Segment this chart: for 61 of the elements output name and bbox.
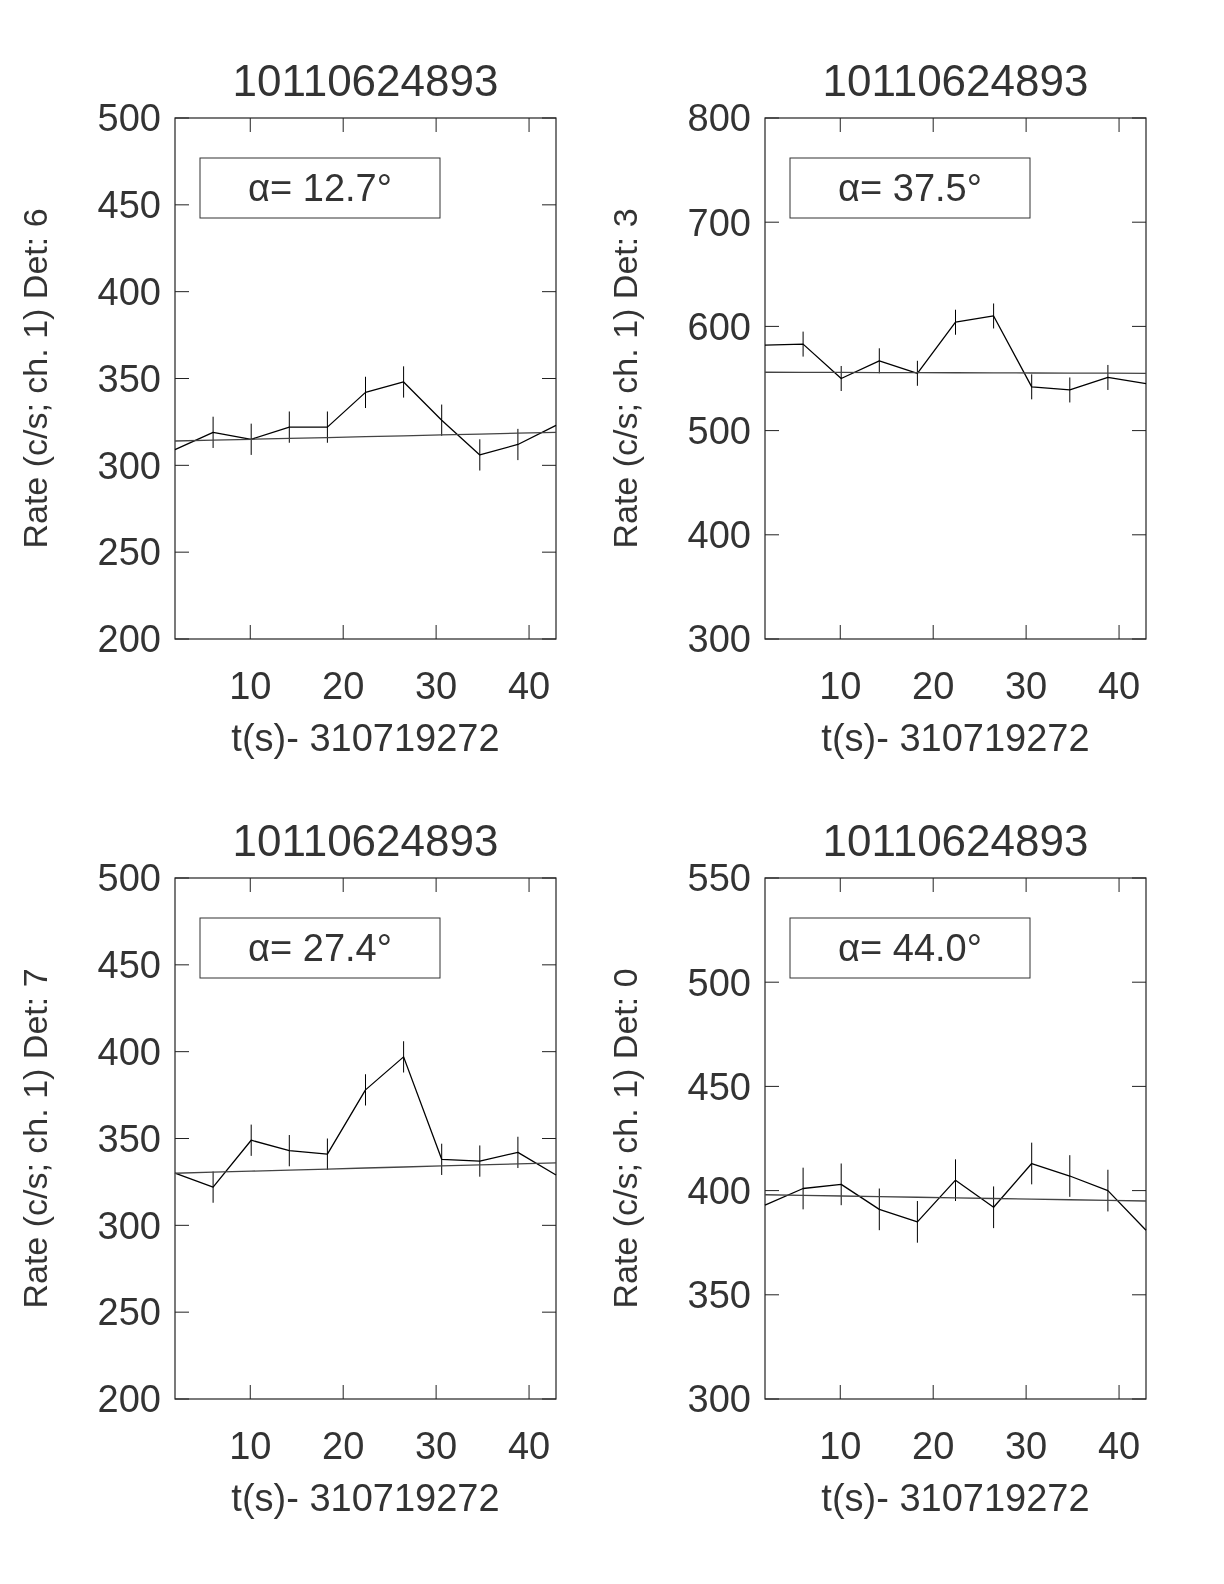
y-tick-label: 500 — [687, 961, 751, 1004]
line-series — [764, 1194, 1147, 1202]
x-tick-label: 20 — [912, 1425, 955, 1467]
x-axis-title: t(s)- 310719272 — [821, 1477, 1090, 1519]
y-axis-title: Rate (c/s; ch. 1) Det: 6 — [16, 208, 54, 549]
y-axis-title: Rate (c/s; ch. 1) Det: 3 — [606, 208, 644, 549]
y-tick-label: 500 — [687, 409, 751, 452]
y-tick-label: 450 — [687, 1065, 751, 1108]
y-tick-label: 400 — [687, 1169, 751, 1212]
y-tick-label: 700 — [687, 201, 751, 244]
line-series — [174, 431, 557, 442]
y-tick-label: 450 — [97, 184, 161, 227]
annotation: α= 12.7° — [248, 167, 392, 210]
y-tick-label: 400 — [687, 514, 751, 557]
x-axis-title: t(s)- 310719272 — [821, 717, 1090, 759]
x-tick-label: 10 — [229, 665, 272, 707]
chart-title: 10110624893 — [232, 816, 499, 865]
chart-title: 10110624893 — [232, 56, 499, 105]
y-tick-label: 450 — [97, 944, 161, 987]
y-tick-label: 350 — [687, 1274, 751, 1317]
y-tick-label: 600 — [687, 305, 751, 348]
x-tick-label: 30 — [1004, 1425, 1048, 1467]
x-tick-label: 20 — [912, 665, 955, 707]
y-tick-label: 800 — [687, 97, 751, 140]
y-tick-label: 250 — [97, 531, 161, 574]
x-tick-label: 10 — [819, 665, 862, 707]
x-tick-label: 40 — [1097, 665, 1141, 707]
x-tick-label: 30 — [414, 1425, 458, 1467]
y-tick-label: 350 — [97, 357, 161, 400]
y-tick-label: 300 — [97, 444, 161, 487]
y-axis-title: Rate (c/s; ch. 1) Det: 0 — [606, 968, 644, 1309]
y-tick-label: 300 — [687, 1378, 751, 1421]
x-axis-title: t(s)- 310719272 — [231, 1477, 500, 1519]
y-axis-title: Rate (c/s; ch. 1) Det: 7 — [16, 968, 54, 1309]
x-tick-label: 40 — [507, 1425, 551, 1467]
y-tick-label: 500 — [97, 97, 161, 140]
x-tick-label: 20 — [322, 1425, 365, 1467]
x-tick-label: 10 — [229, 1425, 272, 1467]
y-tick-label: 400 — [97, 270, 161, 313]
x-tick-label: 40 — [1097, 1425, 1141, 1467]
annotation: α= 37.5° — [838, 167, 982, 210]
annotation: α= 27.4° — [248, 927, 392, 970]
x-tick-label: 20 — [322, 665, 365, 707]
chart-title: 10110624893 — [822, 56, 1089, 105]
y-tick-label: 400 — [97, 1030, 161, 1073]
y-tick-label: 250 — [97, 1291, 161, 1334]
line-series — [174, 1162, 557, 1174]
chart-title: 10110624893 — [822, 816, 1089, 865]
y-tick-label: 550 — [687, 857, 751, 900]
y-tick-label: 500 — [97, 857, 161, 900]
y-tick-label: 200 — [97, 1378, 161, 1421]
x-tick-label: 40 — [507, 665, 551, 707]
y-tick-label: 350 — [97, 1117, 161, 1160]
x-tick-label: 30 — [414, 665, 458, 707]
y-tick-label: 300 — [97, 1204, 161, 1247]
x-tick-label: 30 — [1004, 665, 1048, 707]
x-tick-label: 10 — [819, 1425, 862, 1467]
annotation: α= 44.0° — [838, 927, 982, 970]
y-tick-label: 300 — [687, 618, 751, 661]
y-tick-label: 200 — [97, 618, 161, 661]
x-axis-title: t(s)- 310719272 — [231, 717, 500, 759]
